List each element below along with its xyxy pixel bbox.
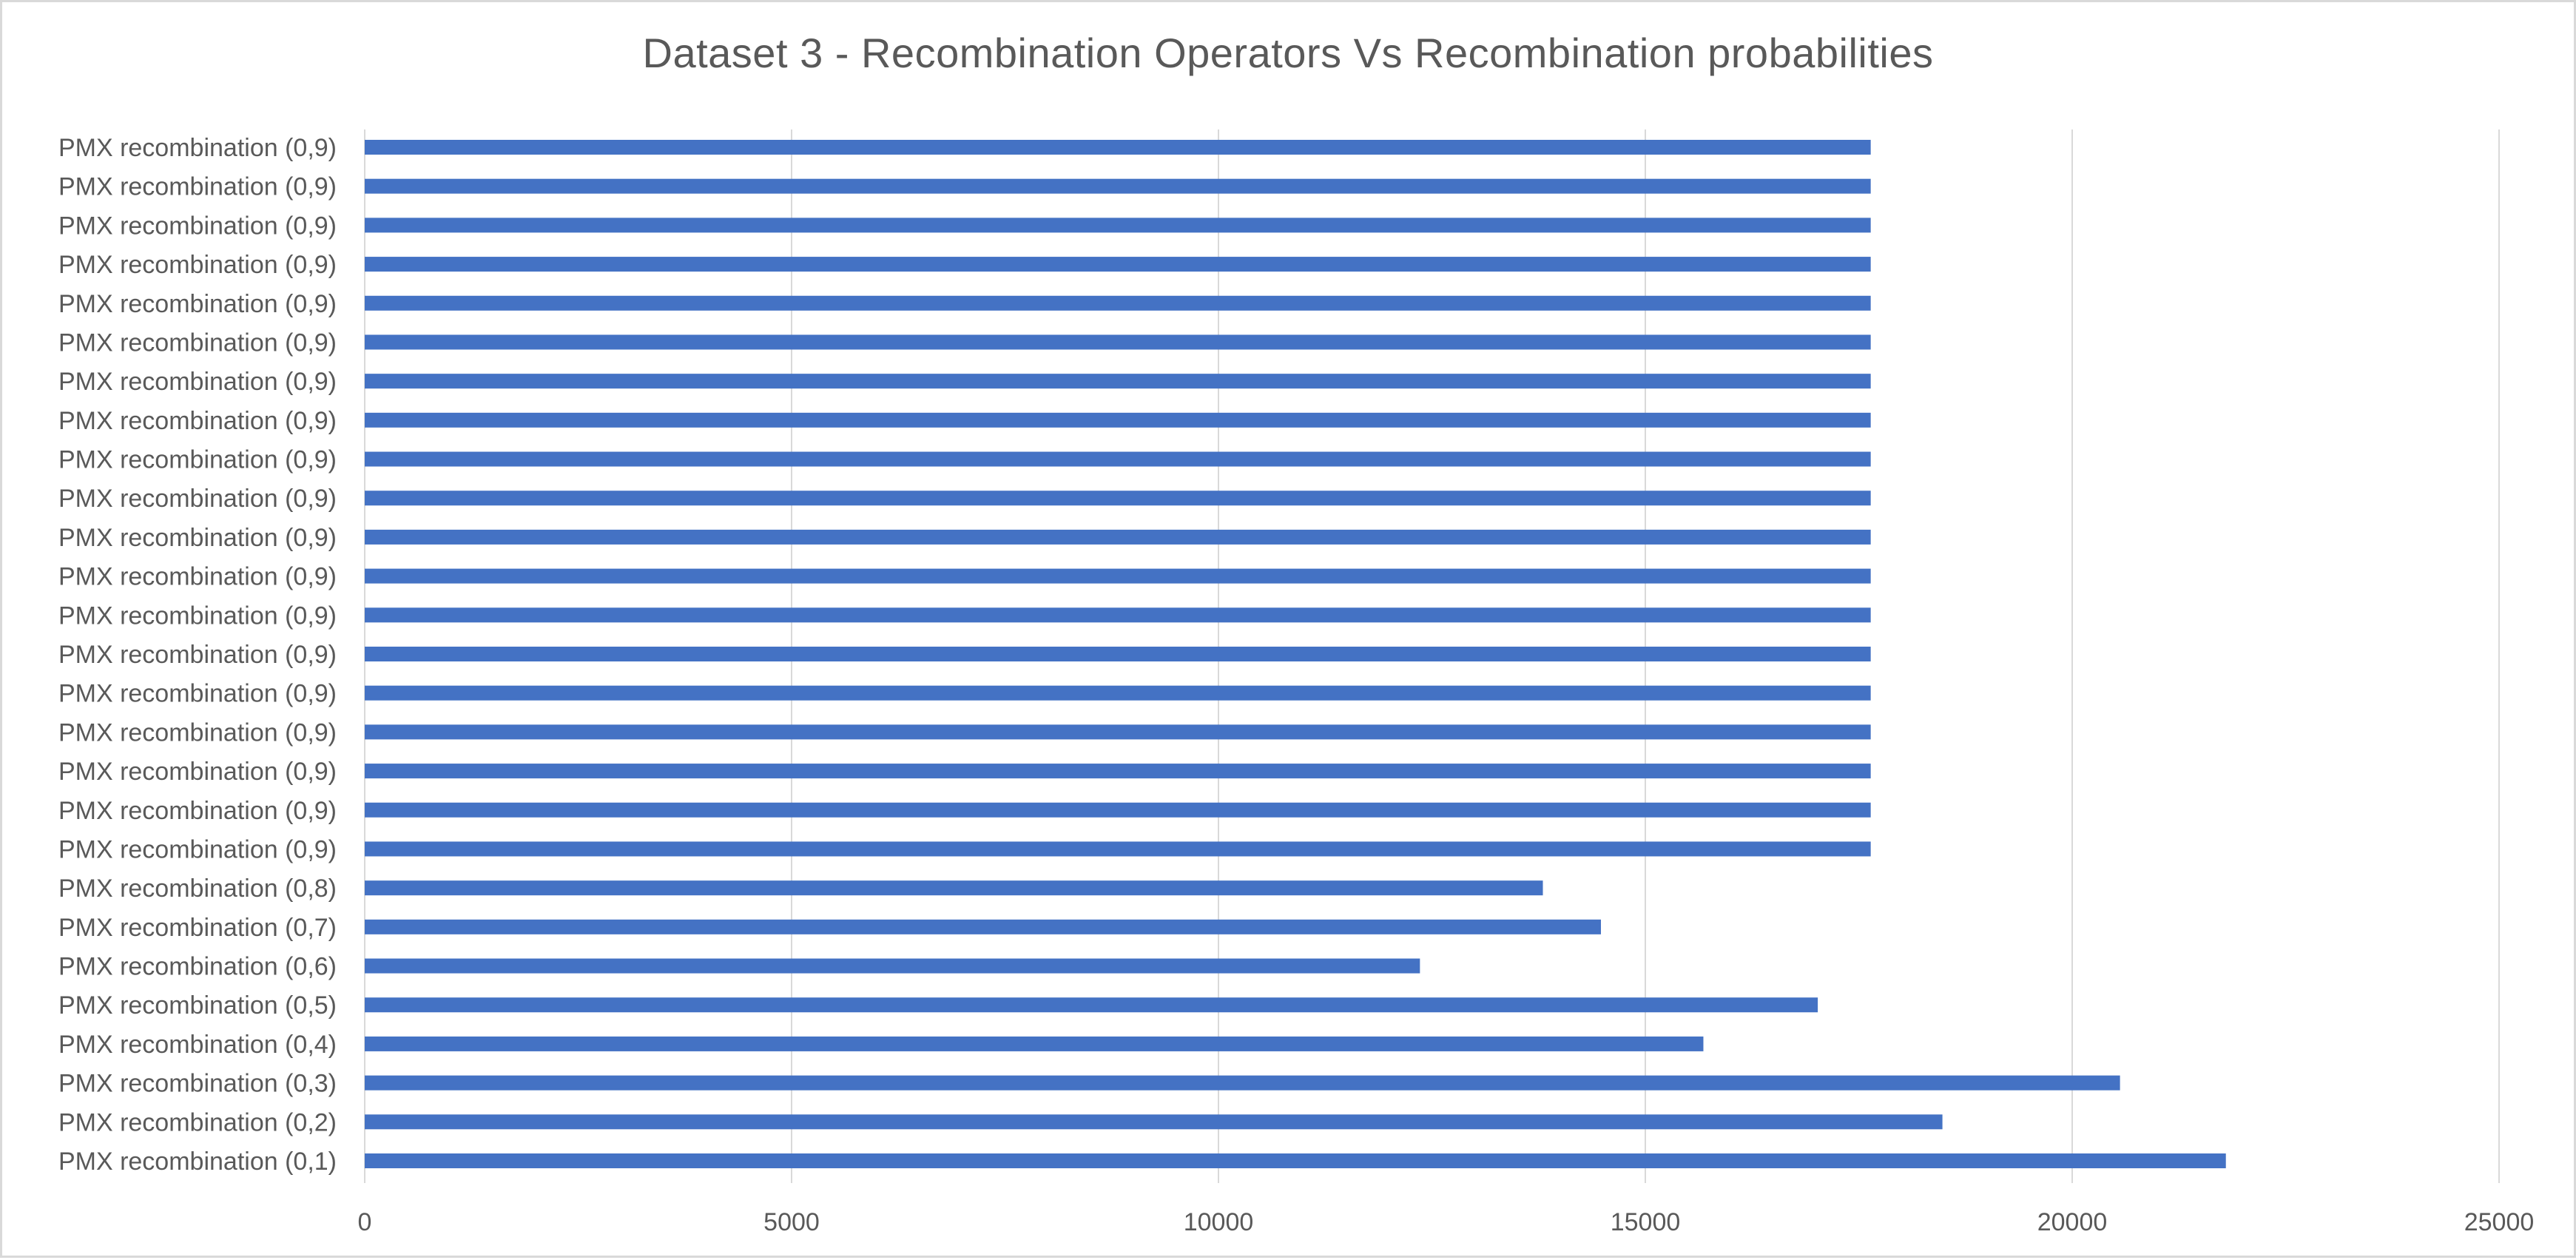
category-label: PMX recombination (0,3) — [58, 1070, 337, 1098]
bar — [365, 451, 1871, 467]
bar — [365, 1114, 1943, 1130]
bar — [365, 1153, 2226, 1168]
x-tick-label: 15000 — [1611, 1208, 1681, 1236]
category-label: PMX recombination (0,9) — [58, 407, 337, 435]
bar — [365, 257, 1871, 272]
category-label: PMX recombination (0,4) — [58, 1031, 337, 1059]
bar — [365, 685, 1871, 701]
bar — [365, 919, 1601, 934]
bar — [365, 1075, 2120, 1091]
category-label: PMX recombination (0,2) — [58, 1108, 337, 1136]
category-label: PMX recombination (0,6) — [58, 953, 337, 981]
bar — [365, 997, 1818, 1013]
x-tick-labels: 0 5000 10000 15000 20000 25000 — [358, 1208, 2535, 1236]
bar — [365, 958, 1420, 974]
category-label: PMX recombination (0,8) — [58, 875, 337, 903]
bar — [365, 607, 1871, 623]
chart-title: Dataset 3 - Recombination Operators Vs R… — [642, 30, 1934, 76]
bar — [365, 880, 1543, 896]
category-label: PMX recombination (0,9) — [58, 563, 337, 591]
x-tick-label: 25000 — [2464, 1208, 2535, 1236]
category-label: PMX recombination (0,9) — [58, 718, 337, 747]
bar — [365, 647, 1871, 661]
bar — [365, 568, 1871, 584]
bars — [365, 140, 2226, 1168]
bar — [365, 140, 1871, 155]
category-label: PMX recombination (0,9) — [58, 134, 337, 162]
category-labels: PMX recombination (0,1) PMX recombination… — [58, 134, 337, 1176]
bar — [365, 218, 1871, 233]
category-label: PMX recombination (0,7) — [58, 914, 337, 942]
x-tick-label: 10000 — [1184, 1208, 1254, 1236]
bar — [365, 295, 1871, 311]
category-label: PMX recombination (0,9) — [58, 835, 337, 863]
category-label: PMX recombination (0,9) — [58, 602, 337, 630]
bar — [365, 1036, 1704, 1051]
bar — [365, 529, 1871, 545]
x-tick-label: 5000 — [763, 1208, 820, 1236]
bar — [365, 764, 1871, 779]
category-label: PMX recombination (0,9) — [58, 173, 337, 201]
category-label: PMX recombination (0,9) — [58, 251, 337, 279]
bar — [365, 334, 1871, 350]
x-tick-label: 20000 — [2037, 1208, 2108, 1236]
bar — [365, 412, 1871, 428]
category-label: PMX recombination (0,9) — [58, 641, 337, 669]
category-label: PMX recombination (0,9) — [58, 368, 337, 396]
category-label: PMX recombination (0,9) — [58, 758, 337, 786]
category-label: PMX recombination (0,5) — [58, 991, 337, 1020]
category-label: PMX recombination (0,9) — [58, 485, 337, 513]
bar — [365, 802, 1871, 818]
category-label: PMX recombination (0,1) — [58, 1148, 337, 1176]
bar — [365, 491, 1871, 506]
bar — [365, 374, 1871, 389]
bar — [365, 841, 1871, 857]
category-label: PMX recombination (0,9) — [58, 524, 337, 552]
category-label: PMX recombination (0,9) — [58, 797, 337, 825]
category-label: PMX recombination (0,9) — [58, 212, 337, 240]
category-label: PMX recombination (0,9) — [58, 329, 337, 357]
bar — [365, 724, 1871, 740]
bar — [365, 178, 1871, 194]
category-label: PMX recombination (0,9) — [58, 446, 337, 474]
category-label: PMX recombination (0,9) — [58, 290, 337, 318]
category-label: PMX recombination (0,9) — [58, 680, 337, 708]
x-tick-label: 0 — [358, 1208, 372, 1236]
